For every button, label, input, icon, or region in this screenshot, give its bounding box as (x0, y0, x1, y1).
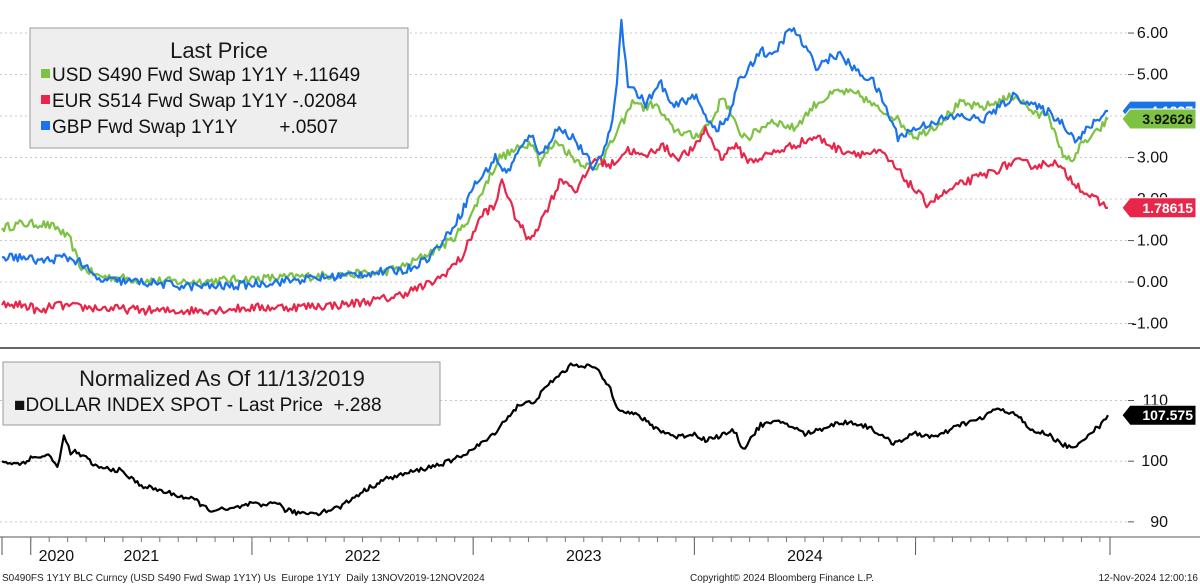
top-y-tick-label: 1.00 (1137, 233, 1168, 250)
usd-badge-text: 3.92626 (1142, 111, 1193, 127)
x-year-label-2024: 2024 (787, 548, 823, 565)
usd-legend-swatch (41, 69, 50, 78)
top-y-tick-label: 0.00 (1137, 274, 1168, 291)
dxy-last-value-badge: 107.575 (1121, 404, 1197, 426)
eur-legend-swatch (41, 95, 50, 104)
top-legend-title: Last Price (170, 38, 268, 63)
top-y-tick-label: 6.00 (1137, 25, 1168, 42)
footer-left: S0490FS 1Y1Y BLC Curncy (USD S490 Fwd Sw… (2, 573, 485, 584)
footer-center: Copyright© 2024 Bloomberg Finance L.P. (690, 573, 874, 584)
top-legend-box (29, 27, 409, 149)
dxy-legend-label: ■DOLLAR INDEX SPOT - Last Price +.288 (14, 395, 382, 416)
top-y-axis: -1.000.001.002.003.004.005.006.00 (1128, 25, 1168, 333)
dxy-series-line (1, 362, 1109, 517)
top-y-tick-label: -1.00 (1132, 316, 1169, 333)
top-legend: Last Price USD S490 Fwd Swap 1Y1Y +.1164… (29, 27, 409, 149)
gbp-series-line (1, 18, 1109, 292)
top-y-tick-label: 5.00 (1137, 67, 1168, 84)
bottom-y-tick-label: 100 (1141, 453, 1168, 470)
top-y-tick-label: 3.00 (1137, 150, 1168, 167)
usd-last-value-badge: 3.92626 (1121, 108, 1197, 130)
x-year-label-2020: 2020 (39, 548, 75, 565)
x-year-label-2023: 2023 (566, 548, 602, 565)
bottom-legend-box (2, 361, 441, 426)
x-year-label-2022: 2022 (345, 548, 381, 565)
dxy-badge-shape (1121, 404, 1197, 426)
dxy-badge-text: 107.575 (1142, 407, 1193, 423)
bottom-legend-title: Normalized As Of 11/13/2019 (79, 366, 365, 391)
top-panel-series (1, 18, 1109, 316)
bottom-y-tick-label: 90 (1150, 514, 1168, 531)
eur-badge-shape (1121, 197, 1197, 219)
x-axis: 2020 2021 2022 2023 2024 (1, 537, 1111, 565)
bottom-panel-grid (0, 400, 1128, 523)
eur-series-line (1, 125, 1109, 316)
usd-legend-label: USD S490 Fwd Swap 1Y1Y +.11649 (52, 65, 360, 86)
x-year-label-2021: 2021 (124, 548, 160, 565)
bottom-legend: Normalized As Of 11/13/2019 ■DOLLAR INDE… (2, 361, 441, 426)
eur-last-value-badge: 1.78615 (1121, 197, 1197, 219)
bottom-panel-series (1, 362, 1109, 517)
footer-right: 12-Nov-2024 12:00:16 (1098, 573, 1198, 584)
gbp-legend-label: GBP Fwd Swap 1Y1Y +.0507 (52, 117, 338, 138)
usd-badge-shape (1121, 108, 1197, 130)
eur-legend-label: EUR S514 Fwd Swap 1Y1Y -.02084 (52, 91, 357, 112)
eur-badge-text: 1.78615 (1142, 200, 1193, 216)
gbp-legend-swatch (41, 121, 50, 130)
